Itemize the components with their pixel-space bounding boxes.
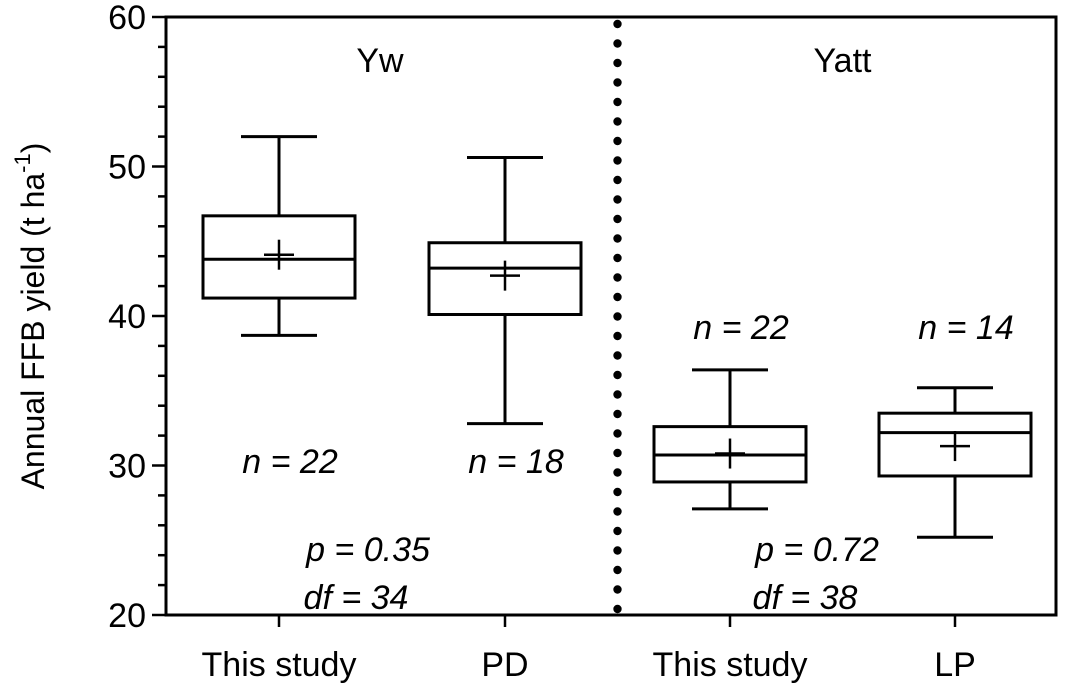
divider-dot — [613, 234, 622, 243]
y-axis-title-close: ) — [15, 143, 51, 154]
divider-dot — [613, 214, 622, 224]
n-label: n = 14 — [918, 309, 1013, 347]
divider-dot — [613, 195, 622, 204]
y-tick-label: 20 — [108, 597, 146, 635]
x-category-label: This study — [653, 646, 808, 684]
df-label: df = 38 — [753, 579, 858, 617]
y-tick-label: 40 — [108, 298, 146, 336]
mean-marker — [715, 438, 745, 469]
p-value-label: p = 0.72 — [754, 531, 879, 569]
divider-dot — [613, 546, 622, 555]
divider-dot — [613, 429, 622, 438]
divider-dot — [613, 370, 622, 380]
y-axis-title-text: Annual FFB yield (t ha-1) — [10, 143, 51, 490]
y-tick-label: 50 — [108, 149, 146, 187]
mean-marker — [490, 260, 520, 291]
x-category-label: PD — [481, 646, 528, 684]
divider-dot — [613, 507, 622, 516]
y-tick-label: 60 — [108, 0, 146, 37]
group-label: Yw — [356, 42, 404, 80]
box-item — [652, 368, 808, 511]
n-label: n = 18 — [468, 443, 564, 481]
divider-dot — [613, 273, 622, 282]
group-divider — [613, 19, 622, 614]
mean-marker — [940, 431, 970, 462]
divider-dot — [613, 39, 622, 48]
x-category-label: LP — [934, 646, 976, 684]
divider-dot — [613, 390, 622, 399]
divider-dot — [613, 565, 622, 575]
divider-dot — [613, 292, 622, 302]
divider-dot — [613, 585, 622, 594]
divider-dot — [613, 156, 622, 165]
divider-dot — [613, 136, 622, 146]
n-label: n = 22 — [242, 443, 338, 481]
divider-dot — [613, 331, 622, 341]
box-item — [201, 135, 357, 337]
divider-dot — [613, 253, 622, 263]
divider-dot — [613, 58, 622, 68]
y-axis-title: Annual FFB yield (t ha-1) — [10, 143, 51, 490]
group-label: Yatt — [814, 42, 873, 80]
divider-dot — [613, 97, 622, 107]
y-axis-title-main: Annual FFB yield (t ha — [15, 173, 51, 490]
annotations: Yw Yatt n = 22 n = 18 n = 22 n = 14 p = 0.35 df… — [242, 42, 1013, 617]
y-axis-ticks: 20 30 40 50 60 This study PD This study LP — [108, 0, 976, 684]
divider-dot — [613, 175, 622, 185]
divider-dot — [613, 409, 622, 419]
divider-dot — [613, 19, 622, 29]
n-label: n = 22 — [693, 309, 789, 347]
y-axis-title-superscript: -1 — [10, 153, 35, 173]
divider-dot — [613, 487, 622, 497]
plot-frame — [164, 15, 1058, 617]
y-tick-label: 30 — [108, 448, 146, 486]
divider-dot — [613, 312, 622, 321]
x-category-label: This study — [202, 646, 357, 684]
df-label: df = 34 — [304, 579, 409, 617]
divider-dot — [613, 117, 622, 126]
box-series — [201, 135, 1033, 539]
divider-dot — [613, 78, 622, 87]
divider-dot — [613, 526, 622, 536]
divider-dot — [613, 468, 622, 477]
mean-marker — [264, 239, 294, 270]
divider-dot — [613, 448, 622, 458]
divider-dot — [613, 351, 622, 360]
box-item — [427, 156, 583, 426]
box-item — [877, 386, 1033, 539]
divider-dot — [613, 604, 622, 614]
p-value-label: p = 0.35 — [305, 531, 430, 569]
